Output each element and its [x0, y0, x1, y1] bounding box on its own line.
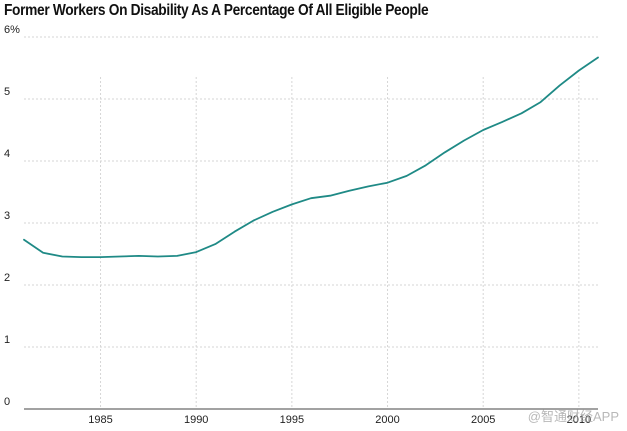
y-tick-label: 3: [4, 210, 10, 222]
y-tick-labels: 0 1 2 3 4 5 6%: [4, 24, 20, 408]
y-tick-label: 5: [4, 86, 10, 98]
x-tick-labels: 1985 1990 1995 2000 2005 2010: [88, 414, 591, 426]
x-gridlines: [100, 77, 580, 409]
series-line: [23, 56, 599, 259]
x-tick-label: 1995: [280, 414, 304, 426]
x-tick-label: 1985: [88, 414, 112, 426]
x-tick-label: 1990: [184, 414, 208, 426]
y-gridlines: [24, 36, 598, 410]
chart-title: Former Workers On Disability As A Percen…: [4, 2, 429, 19]
y-tick-label: 0: [4, 396, 10, 408]
y-tick-label: 1: [4, 334, 10, 346]
watermark: @智通财经APP: [527, 409, 619, 424]
y-tick-label: 2: [4, 272, 10, 284]
x-tick-label: 2000: [375, 414, 399, 426]
x-tick-label: 2010: [567, 414, 591, 426]
y-tick-label: 4: [4, 148, 10, 160]
series-lines: [23, 56, 599, 259]
y-tick-label: 6%: [4, 24, 20, 36]
x-tick-label: 2005: [471, 414, 495, 426]
